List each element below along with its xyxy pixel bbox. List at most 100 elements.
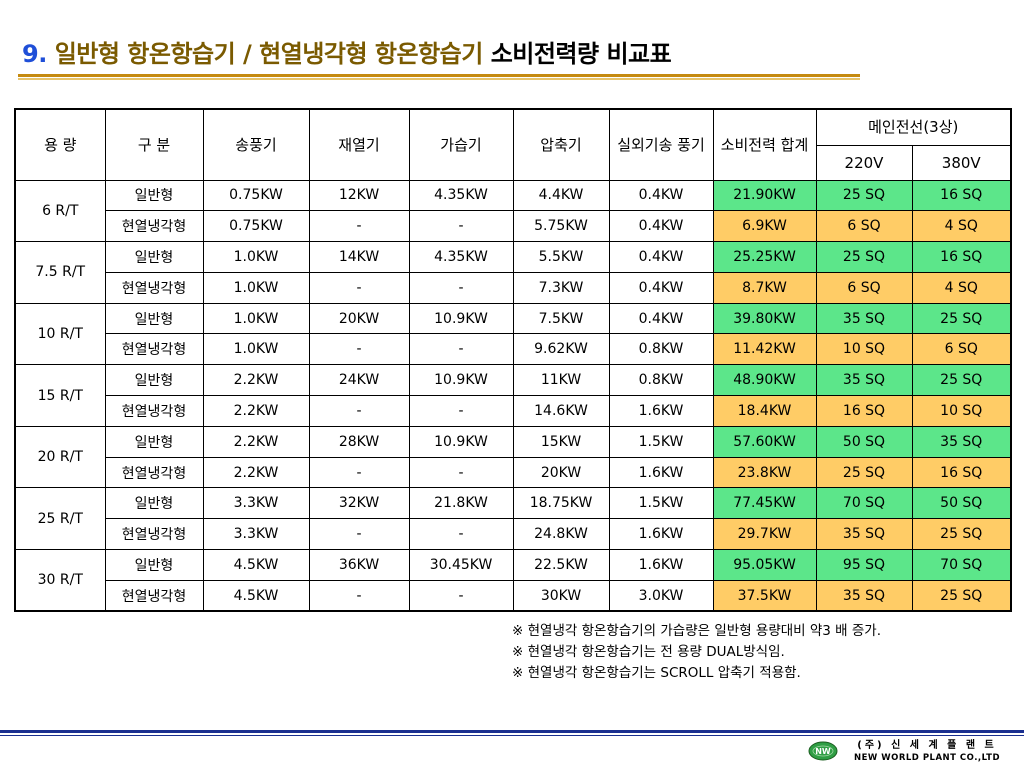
humidifier-cell: 30.45KW: [408, 549, 514, 581]
total-cell: 29.7KW: [712, 518, 817, 551]
v220-wire-cell: 25 SQ: [815, 456, 913, 489]
total-cell: 25.25KW: [712, 241, 817, 273]
total-cell: 21.90KW: [712, 179, 817, 212]
company-name-en: NEW WORLD PLANT CO.,LTD: [853, 753, 1001, 763]
humidifier-cell: 21.8KW: [408, 487, 514, 520]
header-main-wire: 메인전선(3상): [815, 108, 1012, 146]
v380-wire-cell: 16 SQ: [911, 179, 1012, 212]
humidifier-cell: -: [408, 210, 514, 243]
header-reheater: 재열기: [308, 108, 410, 181]
reheater-cell: -: [308, 271, 410, 304]
type-cell: 현열냉각형: [104, 210, 204, 243]
capacity-cell: 10 R/T: [14, 302, 106, 366]
type-cell: 일반형: [104, 179, 204, 212]
compressor-cell: 24.8KW: [512, 518, 610, 551]
capacity-cell: 15 R/T: [14, 364, 106, 427]
v220-wire-cell: 25 SQ: [815, 241, 913, 273]
compressor-cell: 20KW: [512, 456, 610, 489]
v220-wire-cell: 35 SQ: [815, 302, 913, 335]
v380-wire-cell: 35 SQ: [911, 425, 1012, 458]
fan-cell: 4.5KW: [202, 579, 310, 612]
fan-cell: 2.2KW: [202, 425, 310, 458]
humidifier-cell: -: [408, 333, 514, 366]
outdoor-fan-cell: 0.4KW: [608, 210, 714, 243]
table-row: 25 R/T 일반형 3.3KW 32KW 21.8KW 18.75KW 1.5KW 77.4…: [14, 487, 1012, 551]
humidifier-cell: 4.35KW: [408, 241, 514, 273]
company-logo-icon: NW: [808, 741, 838, 761]
compressor-cell: 11KW: [512, 364, 610, 397]
title-main: 일반형 항온항습기 / 현열냉각형 항온항습기: [54, 40, 484, 68]
total-cell: 6.9KW: [712, 210, 817, 243]
header-humidifier: 가습기: [408, 108, 514, 181]
reheater-cell: 24KW: [308, 364, 410, 397]
power-comparison-table: 용 량 구 분 송풍기 재열기 가습기 압축기 실외기송 풍기 소비전력 합계 …: [14, 108, 1012, 613]
humidifier-cell: -: [408, 271, 514, 304]
note-line: ※ 현열냉각 항온항습기는 SCROLL 압축기 적용함.: [512, 665, 801, 681]
logo-text: NW: [815, 747, 831, 756]
reheater-cell: 36KW: [308, 549, 410, 581]
type-cell: 일반형: [104, 364, 204, 397]
outdoor-fan-cell: 1.6KW: [608, 549, 714, 581]
type-cell: 현열냉각형: [104, 395, 204, 427]
outdoor-fan-cell: 0.4KW: [608, 271, 714, 304]
notes: ※ 현열냉각 항온항습기의 가습량은 일반형 용량대비 약3 배 증가. ※ 현…: [512, 621, 881, 684]
v220-wire-cell: 70 SQ: [815, 487, 913, 520]
total-cell: 95.05KW: [712, 549, 817, 581]
v380-wire-cell: 25 SQ: [911, 579, 1012, 612]
humidifier-cell: 10.9KW: [408, 302, 514, 335]
compressor-cell: 15KW: [512, 425, 610, 458]
table-row: 현열냉각형 2.2KW - -14.6KW 1.6KW 18.4KW 16 SQ 10 SQ: [15, 395, 1012, 427]
v380-wire-cell: 25 SQ: [911, 518, 1012, 551]
capacity-cell: 25 R/T: [14, 487, 106, 551]
header-division: 구 분: [104, 108, 204, 181]
v220-wire-cell: 35 SQ: [815, 579, 913, 612]
v220-wire-cell: 16 SQ: [815, 395, 913, 427]
v380-wire-cell: 25 SQ: [911, 302, 1012, 335]
table-row: 7.5 R/T 일반형 1.0KW 14KW 4.35KW 5.5KW 0.4KW 25.25…: [14, 241, 1012, 304]
reheater-cell: 20KW: [308, 302, 410, 335]
table-row: 현열냉각형 4.5KW - -30KW 3.0KW 37.5KW 35 SQ 25 SQ: [15, 579, 1012, 612]
header-row-sub: 220V 380V: [15, 144, 1012, 181]
v220-wire-cell: 6 SQ: [815, 210, 913, 243]
table-row: 30 R/T 일반형 4.5KW 36KW 30.45KW 22.5KW 1.6KW 95.0…: [14, 549, 1012, 612]
type-cell: 현열냉각형: [104, 518, 204, 551]
fan-cell: 1.0KW: [202, 241, 310, 273]
header-outdoor-fan: 실외기송 풍기: [608, 108, 714, 181]
fan-cell: 1.0KW: [202, 271, 310, 304]
header-row: 용 량 구 분 송풍기 재열기 가습기 압축기 실외기송 풍기 소비전력 합계 …: [14, 108, 1012, 181]
v380-wire-cell: 10 SQ: [911, 395, 1012, 427]
title-sub: 소비전력량 비교표: [490, 40, 672, 68]
table-row: 현열냉각형 1.0KW - -9.62KW 0.8KW 11.42KW 10 SQ 6 SQ: [15, 333, 1012, 366]
v220-wire-cell: 25 SQ: [815, 179, 913, 212]
header-380v: 380V: [911, 144, 1012, 181]
v380-wire-cell: 50 SQ: [911, 487, 1012, 520]
reheater-cell: -: [308, 395, 410, 427]
header-220v: 220V: [815, 144, 913, 181]
outdoor-fan-cell: 1.5KW: [608, 487, 714, 520]
outdoor-fan-cell: 0.4KW: [608, 179, 714, 212]
type-cell: 현열냉각형: [104, 271, 204, 304]
title-number: 9.: [22, 40, 47, 68]
fan-cell: 2.2KW: [202, 456, 310, 489]
reheater-cell: 12KW: [308, 179, 410, 212]
type-cell: 일반형: [104, 425, 204, 458]
v220-wire-cell: 50 SQ: [815, 425, 913, 458]
title-underline: [18, 74, 860, 77]
v380-wire-cell: 25 SQ: [911, 364, 1012, 397]
table-row: 현열냉각형 1.0KW - -7.3KW 0.4KW 8.7KW 6 SQ 4 SQ: [15, 271, 1012, 304]
reheater-cell: -: [308, 518, 410, 551]
fan-cell: 0.75KW: [202, 179, 310, 212]
compressor-cell: 9.62KW: [512, 333, 610, 366]
outdoor-fan-cell: 1.6KW: [608, 395, 714, 427]
type-cell: 일반형: [104, 302, 204, 335]
total-cell: 8.7KW: [712, 271, 817, 304]
outdoor-fan-cell: 1.6KW: [608, 518, 714, 551]
outdoor-fan-cell: 0.4KW: [608, 302, 714, 335]
company-name: (주) 신 세 계 플 랜 트 NEW WORLD PLANT CO.,LTD: [842, 739, 1012, 764]
table-row: 현열냉각형 0.75KW - -5.75KW 0.4KW 6.9KW 6 SQ 4 SQ: [15, 210, 1012, 243]
type-cell: 현열냉각형: [104, 579, 204, 612]
v220-wire-cell: 6 SQ: [815, 271, 913, 304]
capacity-cell: 6 R/T: [14, 179, 106, 243]
compressor-cell: 22.5KW: [512, 549, 610, 581]
fan-cell: 1.0KW: [202, 333, 310, 366]
